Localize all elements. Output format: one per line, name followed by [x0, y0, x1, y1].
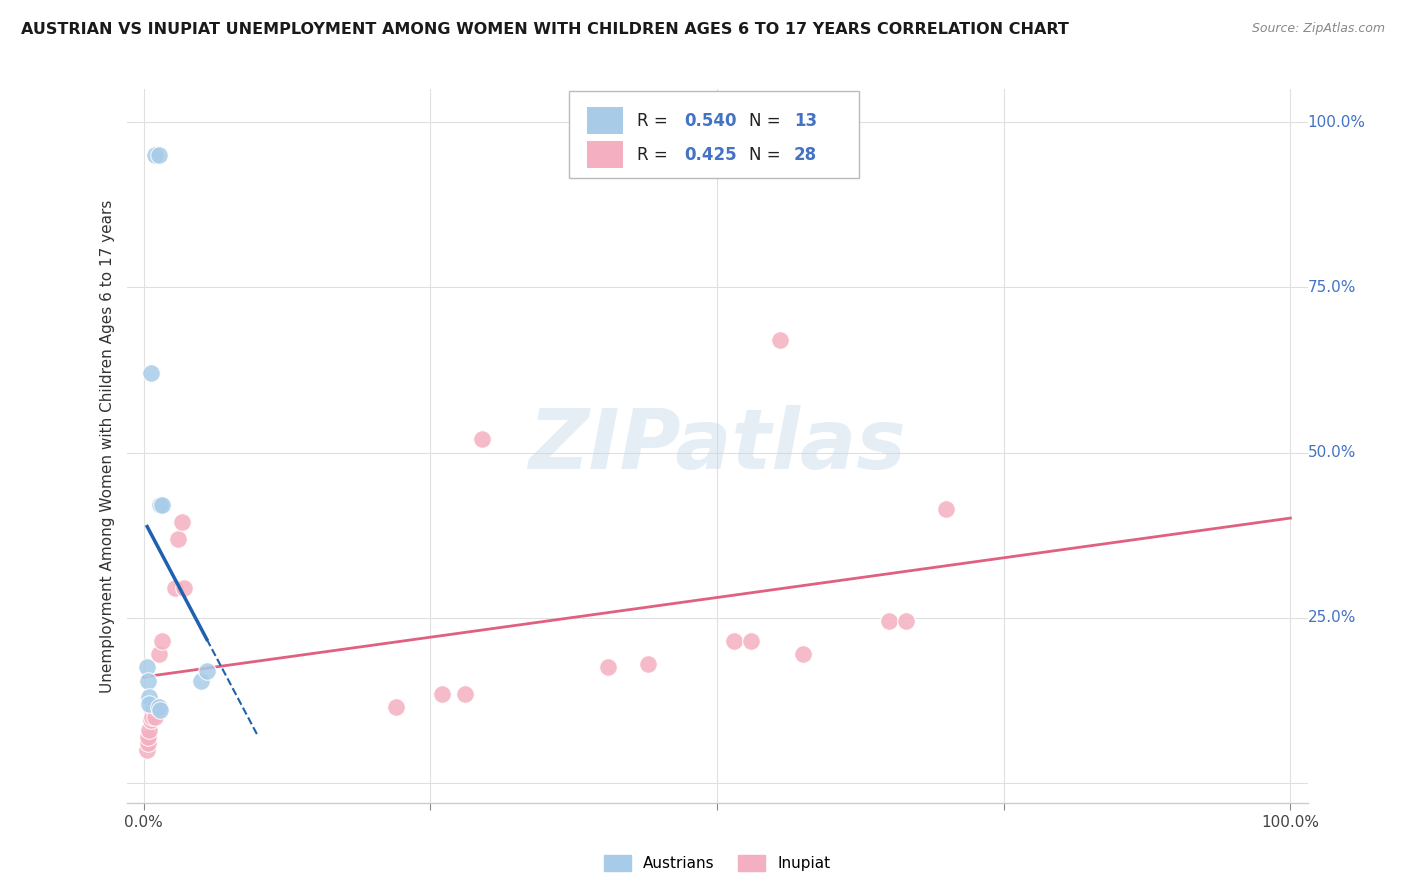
- Point: [598, 660, 620, 674]
- Point: [877, 614, 900, 628]
- Text: 0.540: 0.540: [683, 112, 737, 129]
- Text: 25.0%: 25.0%: [1308, 610, 1355, 625]
- Text: 75.0%: 75.0%: [1308, 280, 1355, 295]
- Point: [138, 690, 160, 704]
- Point: [142, 700, 165, 714]
- FancyBboxPatch shape: [569, 91, 859, 178]
- Text: R =: R =: [637, 112, 672, 129]
- Y-axis label: Unemployment Among Women with Children Ages 6 to 17 years: Unemployment Among Women with Children A…: [100, 199, 115, 693]
- Point: [173, 581, 195, 595]
- Point: [148, 647, 170, 661]
- Point: [740, 634, 762, 648]
- Point: [471, 433, 494, 447]
- Point: [143, 710, 166, 724]
- Text: R =: R =: [637, 146, 672, 164]
- Text: 28: 28: [794, 146, 817, 164]
- Point: [637, 657, 659, 671]
- Point: [139, 713, 162, 727]
- Point: [138, 723, 160, 738]
- Point: [149, 703, 172, 717]
- Point: [136, 730, 159, 744]
- Point: [167, 532, 190, 546]
- Point: [430, 687, 453, 701]
- Point: [136, 736, 159, 750]
- Text: Source: ZipAtlas.com: Source: ZipAtlas.com: [1251, 22, 1385, 36]
- Point: [141, 710, 163, 724]
- Text: 0.425: 0.425: [683, 146, 737, 164]
- Point: [769, 333, 792, 347]
- Point: [935, 501, 957, 516]
- Text: N =: N =: [749, 146, 786, 164]
- Bar: [588, 107, 623, 134]
- Text: 50.0%: 50.0%: [1308, 445, 1355, 460]
- Point: [190, 673, 212, 688]
- Point: [149, 499, 172, 513]
- Point: [138, 697, 160, 711]
- Point: [148, 148, 170, 162]
- Point: [792, 647, 814, 661]
- Point: [139, 367, 162, 381]
- Point: [150, 634, 173, 648]
- Point: [454, 687, 477, 701]
- Point: [385, 700, 408, 714]
- Point: [195, 664, 218, 678]
- Bar: [588, 141, 623, 169]
- Text: AUSTRIAN VS INUPIAT UNEMPLOYMENT AMONG WOMEN WITH CHILDREN AGES 6 TO 17 YEARS CO: AUSTRIAN VS INUPIAT UNEMPLOYMENT AMONG W…: [21, 22, 1069, 37]
- Point: [136, 743, 159, 757]
- Point: [148, 700, 170, 714]
- Point: [170, 515, 193, 529]
- Point: [136, 673, 159, 688]
- Point: [143, 148, 166, 162]
- Point: [896, 614, 918, 628]
- Point: [723, 634, 745, 648]
- Text: 13: 13: [794, 112, 817, 129]
- Point: [163, 581, 186, 595]
- Point: [146, 700, 169, 714]
- Text: N =: N =: [749, 112, 786, 129]
- Legend: Austrians, Inupiat: Austrians, Inupiat: [598, 849, 837, 877]
- Point: [150, 499, 173, 513]
- Text: 100.0%: 100.0%: [1308, 115, 1365, 129]
- Point: [136, 660, 159, 674]
- Text: ZIPatlas: ZIPatlas: [529, 406, 905, 486]
